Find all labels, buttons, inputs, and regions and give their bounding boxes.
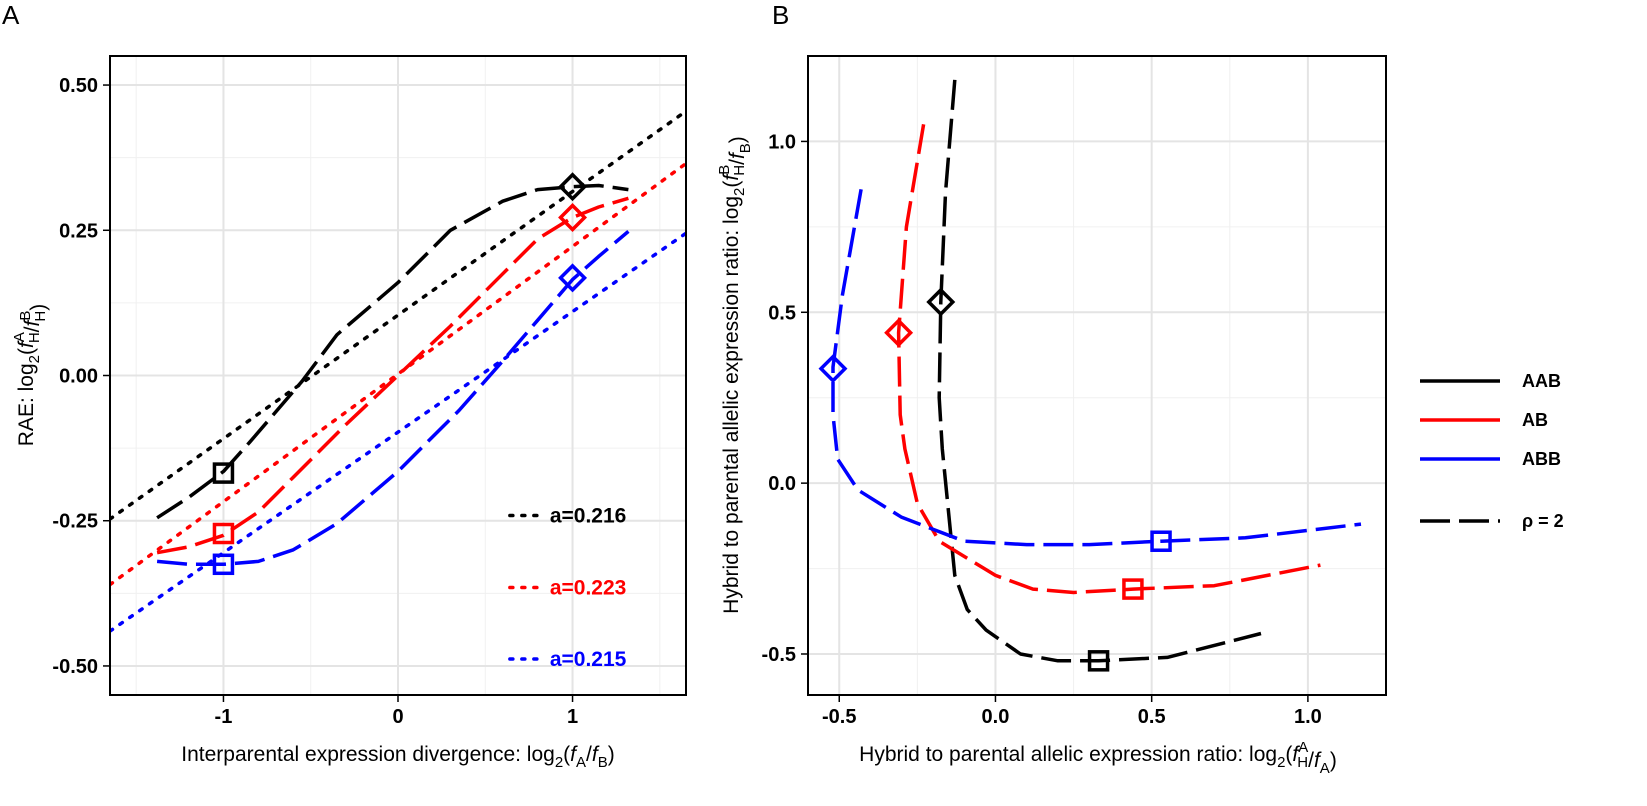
legend-item: AAB bbox=[1420, 371, 1561, 391]
plot-frame bbox=[807, 55, 1387, 696]
square-marker bbox=[212, 522, 235, 545]
x-tick-label: 0.0 bbox=[982, 706, 1010, 728]
x-tick-label: -0.5 bbox=[822, 706, 856, 728]
square-marker bbox=[212, 462, 235, 484]
y-tick-label: -0.50 bbox=[52, 656, 98, 678]
legend-item: AB bbox=[1420, 410, 1548, 430]
legend-label: AAB bbox=[1522, 371, 1561, 391]
panel-b: -0.5 0.0 0.5 1.0 -0.5 0.0 0.5 1.0 Hybrid to pare… bbox=[716, 55, 1387, 777]
annotation: a=0.215 bbox=[508, 648, 627, 671]
series-line-abb bbox=[156, 230, 630, 567]
series-line-abb bbox=[831, 188, 1362, 547]
x-tick-label: 0.5 bbox=[1138, 706, 1166, 728]
y-tick-label: 0.50 bbox=[59, 75, 98, 97]
annotation: a=0.223 bbox=[508, 577, 627, 600]
panel-a: -1 0 1 -0.50 -0.25 0.00 0.25 0.50 a=0.216 a=0.223… bbox=[11, 55, 687, 771]
y-tick-label: 0.00 bbox=[59, 366, 98, 388]
series-line-aab bbox=[937, 79, 1262, 663]
x-tick-label: 1.0 bbox=[1294, 706, 1322, 728]
markers bbox=[212, 172, 588, 576]
legend: AAB AB ABB ρ = 2 bbox=[1420, 371, 1564, 531]
legend-label: AB bbox=[1522, 410, 1548, 430]
y-tick-label: 0.5 bbox=[768, 302, 796, 324]
diamond-marker bbox=[818, 354, 848, 384]
x-tick-label: 0 bbox=[392, 706, 403, 728]
x-tick-label: 1 bbox=[567, 706, 578, 728]
series-line-a-0-223 bbox=[110, 161, 686, 587]
series-group bbox=[110, 109, 686, 633]
series-line-ab bbox=[896, 124, 1321, 595]
series-line-a-0-215 bbox=[110, 231, 686, 633]
legend-item: ABB bbox=[1420, 449, 1561, 469]
diamond-marker bbox=[926, 287, 956, 317]
markers bbox=[818, 287, 1172, 672]
y-tick-label: 0.0 bbox=[768, 473, 796, 495]
square-marker bbox=[1122, 578, 1144, 600]
diamond-marker bbox=[558, 172, 588, 202]
square-marker bbox=[1150, 530, 1172, 552]
square-marker bbox=[212, 553, 235, 576]
legend-label: ABB bbox=[1522, 449, 1561, 469]
series-line-aab bbox=[156, 183, 629, 520]
series-line-ab bbox=[156, 196, 629, 555]
grid bbox=[808, 56, 1386, 695]
series-group bbox=[831, 79, 1362, 663]
legend-label: ρ = 2 bbox=[1522, 511, 1564, 531]
square-marker bbox=[1087, 650, 1110, 672]
x-tick-label: -1 bbox=[215, 706, 233, 728]
panel-label-b: B bbox=[772, 0, 789, 30]
annotation-label: a=0.215 bbox=[550, 648, 627, 671]
diamond-marker bbox=[558, 263, 588, 293]
x-axis-title: Interparental expression divergence: log… bbox=[181, 743, 614, 771]
legend-item: ρ = 2 bbox=[1420, 511, 1564, 531]
annotation-label: a=0.223 bbox=[550, 577, 627, 600]
y-tick-label: -0.5 bbox=[762, 644, 796, 666]
diamond-marker bbox=[884, 318, 914, 348]
grid bbox=[110, 56, 686, 695]
annotation: a=0.216 bbox=[508, 504, 627, 527]
y-axis-title: RAE: log2(fAH/fBH) bbox=[11, 304, 50, 446]
x-axis-title: Hybrid to parental allelic expression ra… bbox=[859, 739, 1337, 777]
y-tick-label: -0.25 bbox=[52, 511, 98, 533]
series-line-a-0-216 bbox=[110, 109, 686, 521]
diamond-marker bbox=[558, 203, 588, 232]
panel-label-a: A bbox=[2, 0, 20, 30]
y-tick-label: 0.25 bbox=[59, 220, 98, 242]
y-tick-label: 1.0 bbox=[768, 131, 796, 153]
annotation-label: a=0.216 bbox=[550, 504, 627, 527]
y-axis-title: Hybrid to parental allelic expression ra… bbox=[716, 136, 754, 614]
